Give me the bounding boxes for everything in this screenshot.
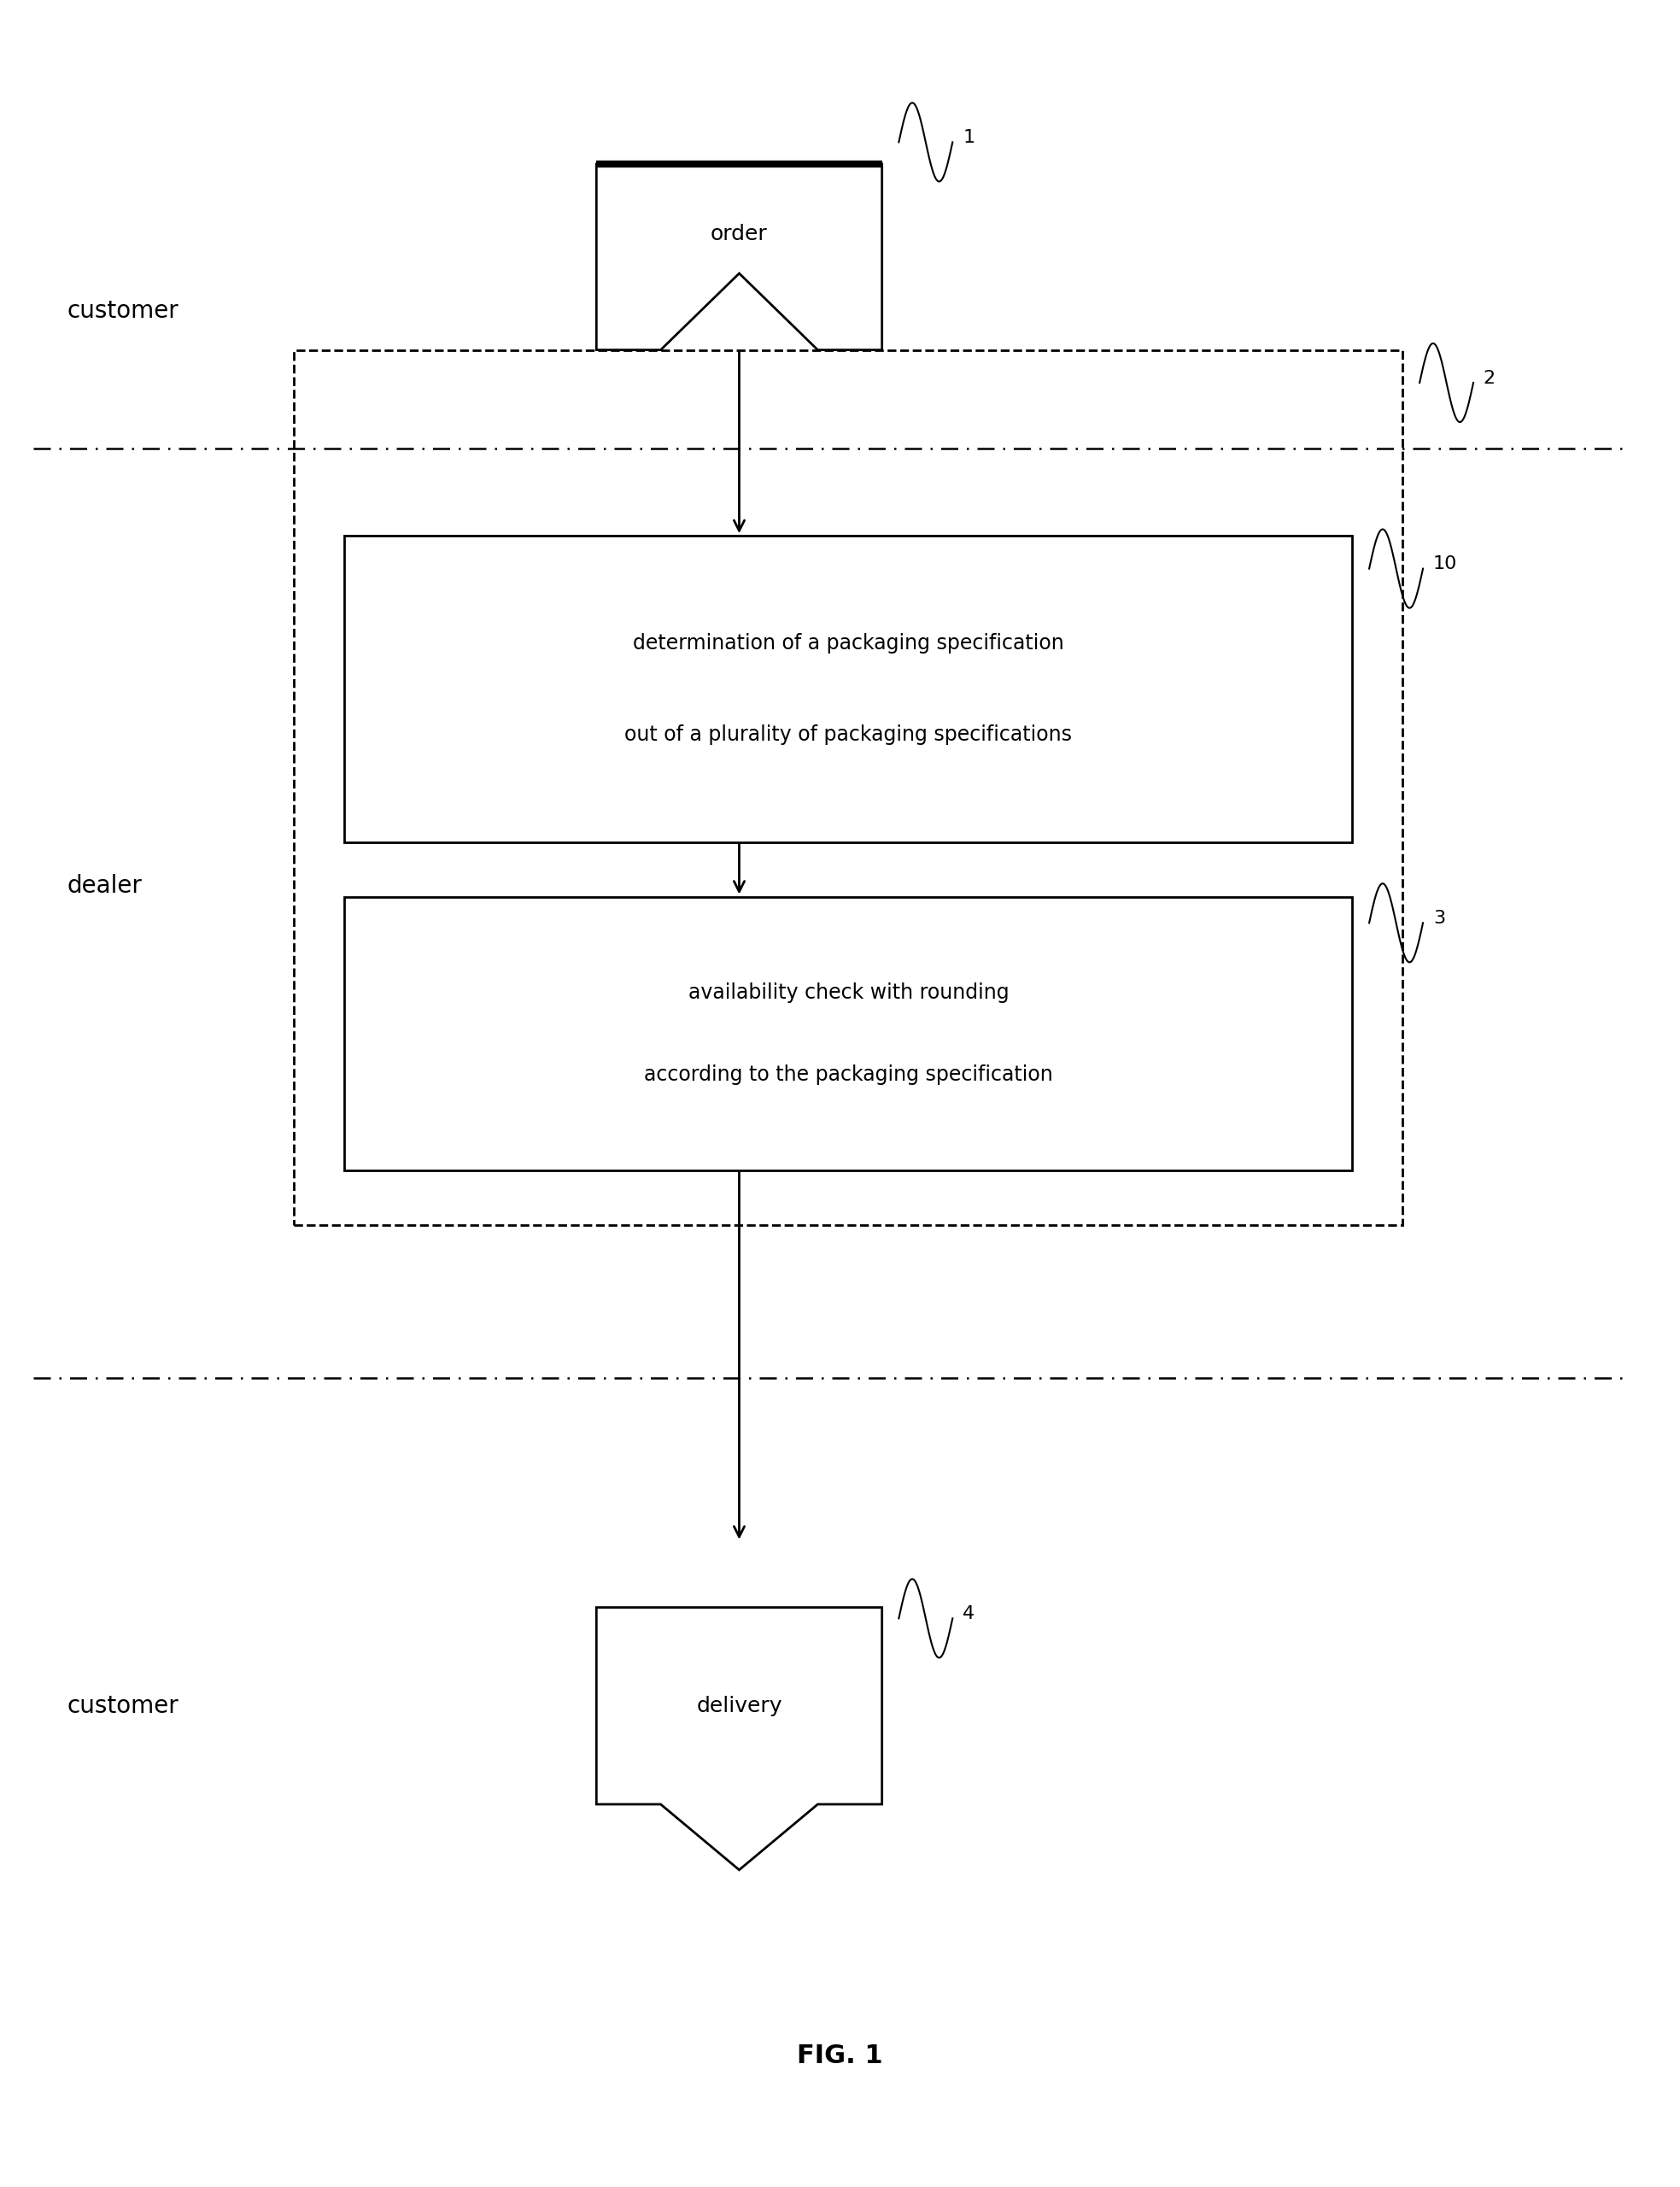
Bar [294, 350, 1403, 1225]
Text: FIG. 1: FIG. 1 [796, 2043, 884, 2069]
Polygon shape [596, 164, 882, 350]
Text: dealer: dealer [67, 875, 143, 897]
Text: determination of a packaging specification: determination of a packaging specificati… [633, 632, 1063, 654]
Text: 4: 4 [963, 1605, 974, 1623]
Text: 1: 1 [963, 129, 974, 147]
Text: 3: 3 [1433, 910, 1445, 927]
Bar [344, 536, 1352, 842]
Polygon shape [596, 1607, 882, 1870]
Text: 2: 2 [1483, 370, 1495, 387]
Bar [344, 897, 1352, 1170]
Text: 10: 10 [1433, 555, 1457, 573]
Text: customer: customer [67, 300, 178, 321]
Text: according to the packaging specification: according to the packaging specification [643, 1065, 1053, 1085]
Text: order: order [711, 223, 768, 245]
Text: availability check with rounding: availability check with rounding [689, 982, 1008, 1002]
Text: customer: customer [67, 1695, 178, 1717]
Text: out of a plurality of packaging specifications: out of a plurality of packaging specific… [625, 724, 1072, 746]
Text: delivery: delivery [696, 1695, 783, 1717]
